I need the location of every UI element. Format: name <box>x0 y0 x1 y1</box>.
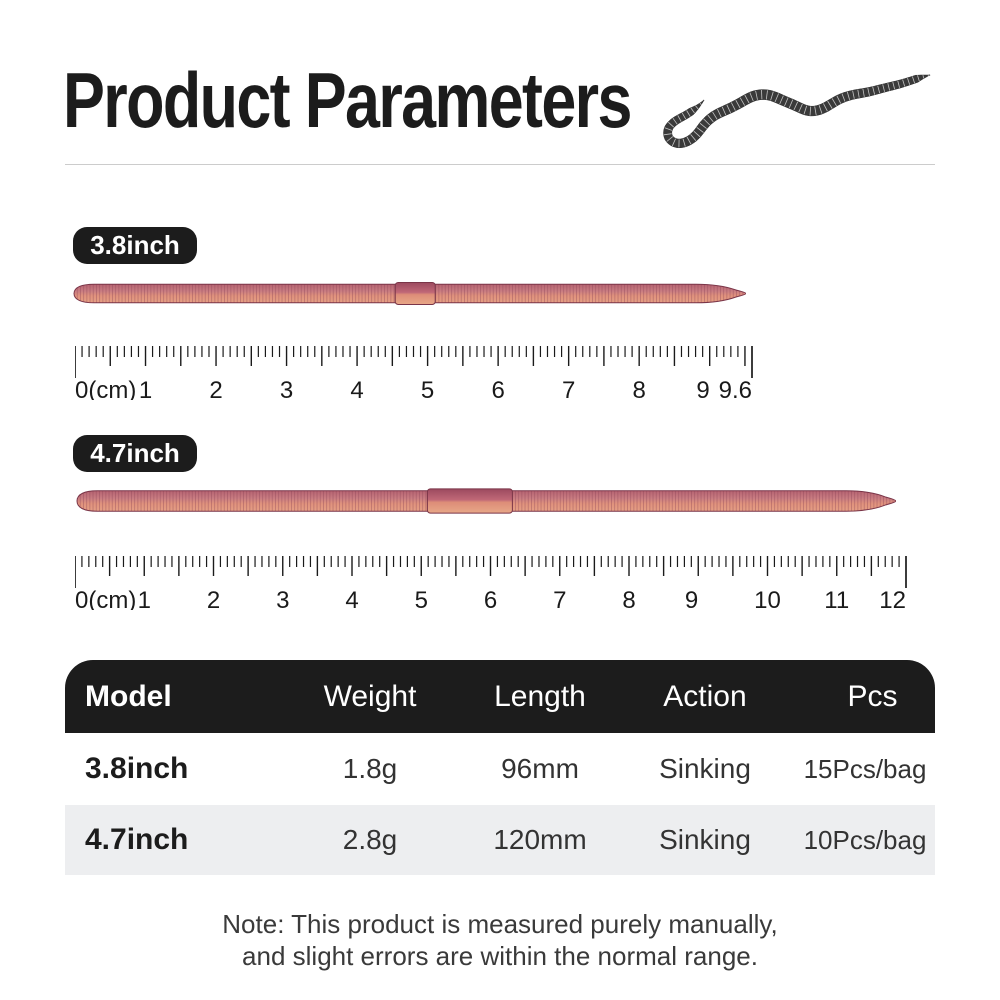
svg-text:4: 4 <box>345 587 358 610</box>
svg-text:8: 8 <box>632 377 645 400</box>
svg-text:2: 2 <box>207 587 220 610</box>
svg-text:9: 9 <box>696 377 709 400</box>
svg-text:5: 5 <box>415 587 428 610</box>
svg-text:6: 6 <box>491 377 504 400</box>
svg-text:3: 3 <box>276 587 289 610</box>
svg-text:4: 4 <box>350 377 363 400</box>
svg-text:9.6: 9.6 <box>719 377 752 400</box>
svg-text:12: 12 <box>879 587 906 610</box>
svg-text:10: 10 <box>754 587 781 610</box>
svg-text:2: 2 <box>209 377 222 400</box>
svg-text:9: 9 <box>685 587 698 610</box>
svg-text:6: 6 <box>484 587 497 610</box>
svg-text:7: 7 <box>553 587 566 610</box>
svg-text:11: 11 <box>824 587 849 610</box>
svg-text:3: 3 <box>280 377 293 400</box>
svg-text:5: 5 <box>421 377 434 400</box>
svg-text:1: 1 <box>138 587 151 610</box>
svg-text:0(cm): 0(cm) <box>75 587 136 610</box>
svg-text:8: 8 <box>622 587 635 610</box>
svg-text:0(cm): 0(cm) <box>75 377 136 400</box>
svg-text:1: 1 <box>139 377 152 400</box>
svg-text:7: 7 <box>562 377 575 400</box>
